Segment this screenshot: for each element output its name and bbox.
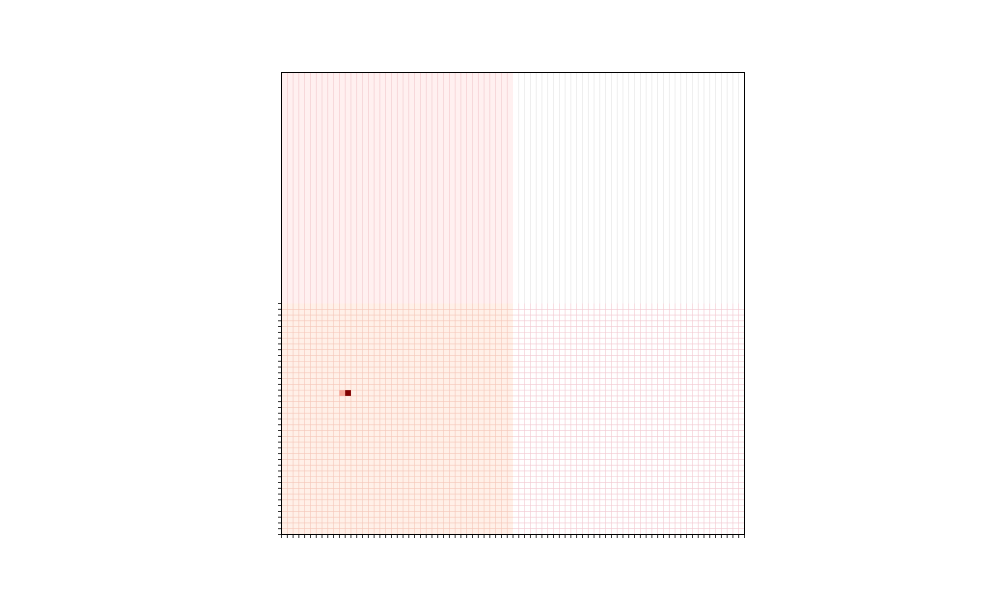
y-axis-ticks [278,303,282,535]
gridlines-top-right [518,72,740,304]
heatmap-cell-hot [345,390,351,396]
plot-frame [281,72,745,535]
heatmap-gridlines [281,72,745,535]
x-axis-ticks [281,534,745,538]
gridlines-top-left [286,72,508,304]
heatmap-cell-hot [339,390,346,396]
gridlines-bottom-left [281,303,513,535]
heatmap-hot-cells [339,390,351,396]
gridlines-bottom-right [513,303,745,535]
